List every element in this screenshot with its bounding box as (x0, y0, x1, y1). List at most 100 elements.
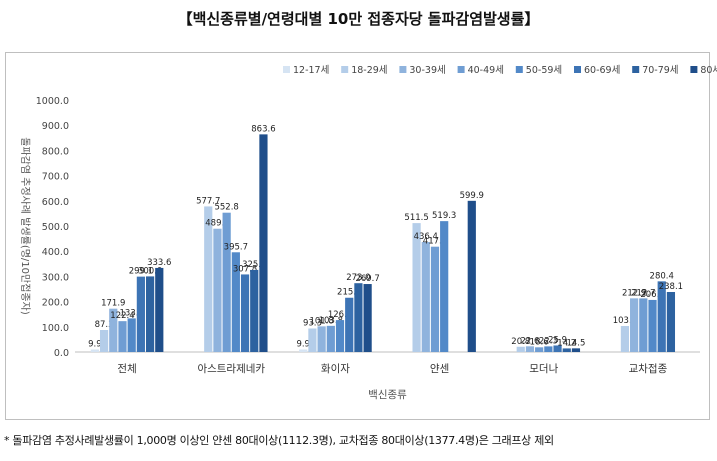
data-label: 333.6 (147, 258, 171, 268)
data-label: 436.4 (414, 232, 438, 242)
legend-swatch (632, 66, 640, 73)
legend-swatch (515, 66, 523, 73)
data-label: 395.7 (224, 242, 248, 252)
data-label: 215.3 (337, 288, 361, 298)
bar (109, 308, 118, 352)
legend-label: 30-39세 (409, 65, 445, 76)
y-tick-label: 500.0 (42, 222, 69, 233)
bar (259, 134, 268, 352)
data-label: 307.8 (233, 264, 257, 274)
data-label: 511.5 (404, 213, 428, 223)
bar (620, 326, 630, 352)
x-axis-label: 백신종류 (368, 389, 407, 401)
bar (240, 274, 250, 352)
bar (571, 348, 581, 352)
data-label: 22.6 (520, 336, 539, 346)
bar (516, 346, 525, 352)
x-tick-label: 아스트라제네카 (197, 363, 265, 375)
legend-label: 18-29세 (351, 65, 387, 76)
data-label: 20.8 (511, 337, 530, 347)
bar (231, 252, 240, 352)
legend-swatch (457, 66, 465, 73)
legend-label: 12-17세 (293, 65, 329, 76)
bar (525, 346, 535, 352)
data-label: 280.4 (650, 271, 674, 281)
bar (335, 320, 345, 352)
bar (630, 298, 639, 352)
legend-swatch (399, 66, 407, 73)
data-label: 552.8 (214, 203, 238, 213)
data-label: 101.8 (309, 316, 333, 326)
y-tick-label: 400.0 (42, 247, 69, 258)
y-tick-label: 200.0 (42, 298, 69, 309)
bar (204, 206, 213, 352)
y-tick-label: 900.0 (42, 121, 69, 132)
data-label: 18.6 (530, 337, 549, 347)
x-tick-label: 얀센 (430, 362, 449, 375)
legend-swatch (574, 66, 581, 73)
data-label: 212.9 (622, 288, 646, 298)
data-label: 126.6 (328, 310, 352, 320)
data-label: 133.4 (120, 308, 144, 318)
bar (440, 221, 449, 352)
bar (354, 283, 363, 352)
bar (90, 349, 99, 352)
legend-label: 80세이상 (700, 65, 717, 76)
bar (553, 345, 562, 352)
bar (544, 346, 553, 352)
legend-swatch (690, 66, 698, 73)
data-label: 206.6 (640, 290, 664, 300)
bar (118, 321, 127, 352)
data-label: 519.3 (432, 211, 456, 221)
data-label: 103.1 (613, 316, 637, 326)
data-label: 212.7 (631, 288, 655, 298)
y-tick-label: 1000.0 (36, 96, 69, 107)
data-label: 87.3 (95, 320, 114, 330)
bar (648, 299, 657, 352)
data-label: 171.9 (101, 299, 125, 309)
bar (213, 228, 222, 352)
data-label: 300.0 (138, 266, 162, 276)
bar (136, 276, 145, 352)
y-tick-label: 100.0 (42, 323, 69, 334)
x-tick-label: 모더나 (529, 363, 558, 375)
bar (666, 291, 676, 352)
x-tick-label: 교차접종 (629, 363, 668, 375)
bar (145, 276, 155, 352)
bar (430, 246, 440, 352)
data-label: 599.9 (460, 191, 484, 201)
bar (363, 284, 372, 352)
data-label: 325.7 (242, 260, 266, 270)
data-label: 93.3 (303, 318, 322, 328)
footnote: * 돌파감염 추정사례발생률이 1,000명 이상인 얀센 80대이상(1112… (4, 434, 554, 447)
y-tick-label: 700.0 (42, 172, 69, 183)
data-label: 273.0 (346, 273, 370, 283)
bar (421, 242, 430, 352)
bar (250, 269, 259, 352)
data-label: 238.1 (659, 282, 683, 292)
data-label: 299.1 (129, 267, 153, 277)
y-axis-label: 돌파감염 추정사례 발생률(명/10만접종자) (19, 137, 31, 315)
y-tick-label: 0.0 (54, 348, 69, 359)
bar (308, 328, 317, 352)
data-label: 489.2 (205, 219, 229, 229)
bar (657, 281, 666, 352)
bar (345, 297, 354, 352)
legend-label: 50-59세 (526, 65, 562, 76)
x-tick-label: 전체 (117, 363, 136, 375)
bar (467, 200, 476, 352)
bar (127, 318, 136, 352)
bar (155, 267, 164, 352)
legend-swatch (283, 66, 290, 73)
bar (639, 298, 648, 352)
bar (562, 348, 571, 352)
data-label: 9.9 (88, 340, 102, 350)
legend-swatch (341, 66, 349, 73)
legend-label: 60-69세 (584, 65, 620, 76)
chart-frame (5, 52, 710, 420)
y-tick-label: 300.0 (42, 272, 69, 283)
data-label: 863.6 (251, 124, 275, 134)
bar (299, 349, 308, 352)
data-label: 122.4 (110, 311, 134, 321)
